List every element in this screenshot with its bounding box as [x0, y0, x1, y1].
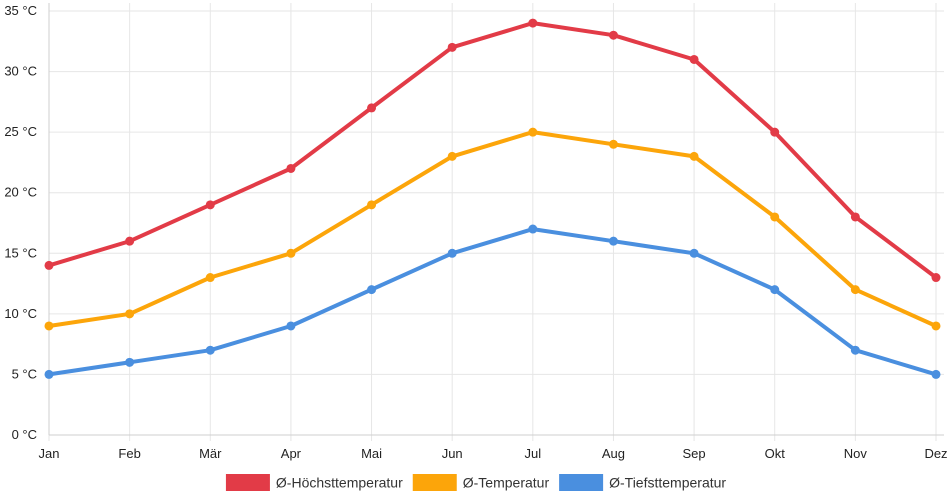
x-tick-label: Dez	[924, 446, 947, 461]
legend-label: Ø-Tiefsttemperatur	[609, 475, 726, 491]
data-point[interactable]	[125, 236, 135, 246]
data-point[interactable]	[528, 127, 538, 137]
x-tick-label: Nov	[844, 446, 868, 461]
data-point[interactable]	[125, 309, 135, 319]
x-tick-label: Mai	[361, 446, 382, 461]
data-point[interactable]	[931, 369, 941, 379]
legend-swatch	[225, 474, 270, 491]
data-point[interactable]	[367, 200, 377, 210]
x-tick-label: Jan	[39, 446, 60, 461]
data-point[interactable]	[689, 54, 699, 64]
legend-item[interactable]: Ø-Höchsttemperatur	[225, 474, 403, 491]
data-point[interactable]	[770, 127, 780, 137]
data-point[interactable]	[608, 236, 618, 246]
data-point[interactable]	[770, 212, 780, 222]
y-tick-label: 15 °C	[4, 245, 37, 260]
legend-swatch	[559, 474, 604, 491]
series-line	[47, 130, 938, 328]
legend: Ø-Höchsttemperatur Ø-Temperatur Ø-Tiefstte…	[225, 474, 726, 491]
data-point[interactable]	[447, 42, 457, 52]
data-point[interactable]	[608, 139, 618, 149]
data-point[interactable]	[850, 212, 860, 222]
data-point[interactable]	[125, 357, 135, 367]
y-tick-label: 20 °C	[4, 185, 37, 200]
series-0	[44, 18, 941, 283]
legend-swatch	[412, 474, 457, 491]
data-point[interactable]	[689, 151, 699, 161]
y-tick-label: 35 °C	[4, 3, 37, 18]
data-point[interactable]	[367, 103, 377, 113]
data-point[interactable]	[367, 285, 377, 295]
data-point[interactable]	[528, 224, 538, 234]
y-tick-label: 30 °C	[4, 64, 37, 79]
data-point[interactable]	[447, 151, 457, 161]
data-point[interactable]	[205, 200, 215, 210]
data-point[interactable]	[850, 285, 860, 295]
data-point[interactable]	[205, 273, 215, 283]
x-tick-label: Sep	[683, 446, 706, 461]
x-tick-label: Jun	[442, 446, 463, 461]
legend-item[interactable]: Ø-Temperatur	[412, 474, 550, 491]
data-point[interactable]	[850, 345, 860, 355]
series-1	[44, 127, 941, 331]
x-tick-label: Mär	[199, 446, 222, 461]
series-line	[47, 21, 938, 280]
data-point[interactable]	[286, 248, 296, 258]
y-tick-label: 25 °C	[4, 124, 37, 139]
y-tick-label: 10 °C	[4, 306, 37, 321]
data-point[interactable]	[286, 163, 296, 173]
data-point[interactable]	[931, 321, 941, 331]
series-line	[47, 227, 938, 377]
x-tick-label: Apr	[281, 446, 302, 461]
series	[44, 18, 941, 379]
data-point[interactable]	[931, 273, 941, 283]
axes: 0 °C 5 °C 10 °C 15 °C 20 °C 25 °C 30 °C 35 °C Ja…	[4, 3, 948, 461]
data-point[interactable]	[528, 18, 538, 28]
x-tick-label: Feb	[118, 446, 140, 461]
legend-item[interactable]: Ø-Tiefsttemperatur	[559, 474, 726, 491]
data-point[interactable]	[608, 30, 618, 40]
grid	[48, 3, 944, 441]
legend-label: Ø-Temperatur	[463, 475, 550, 491]
data-point[interactable]	[447, 248, 457, 258]
data-point[interactable]	[286, 321, 296, 331]
data-point[interactable]	[44, 321, 54, 331]
data-point[interactable]	[770, 285, 780, 295]
x-tick-label: Aug	[602, 446, 625, 461]
y-tick-label: 5 °C	[12, 366, 37, 381]
legend-label: Ø-Höchsttemperatur	[276, 475, 403, 491]
data-point[interactable]	[44, 369, 54, 379]
y-tick-label: 0 °C	[12, 427, 37, 442]
data-point[interactable]	[689, 248, 699, 258]
series-2	[44, 224, 941, 379]
x-tick-label: Okt	[765, 446, 786, 461]
x-tick-label: Jul	[525, 446, 542, 461]
data-point[interactable]	[44, 260, 54, 270]
data-point[interactable]	[205, 345, 215, 355]
